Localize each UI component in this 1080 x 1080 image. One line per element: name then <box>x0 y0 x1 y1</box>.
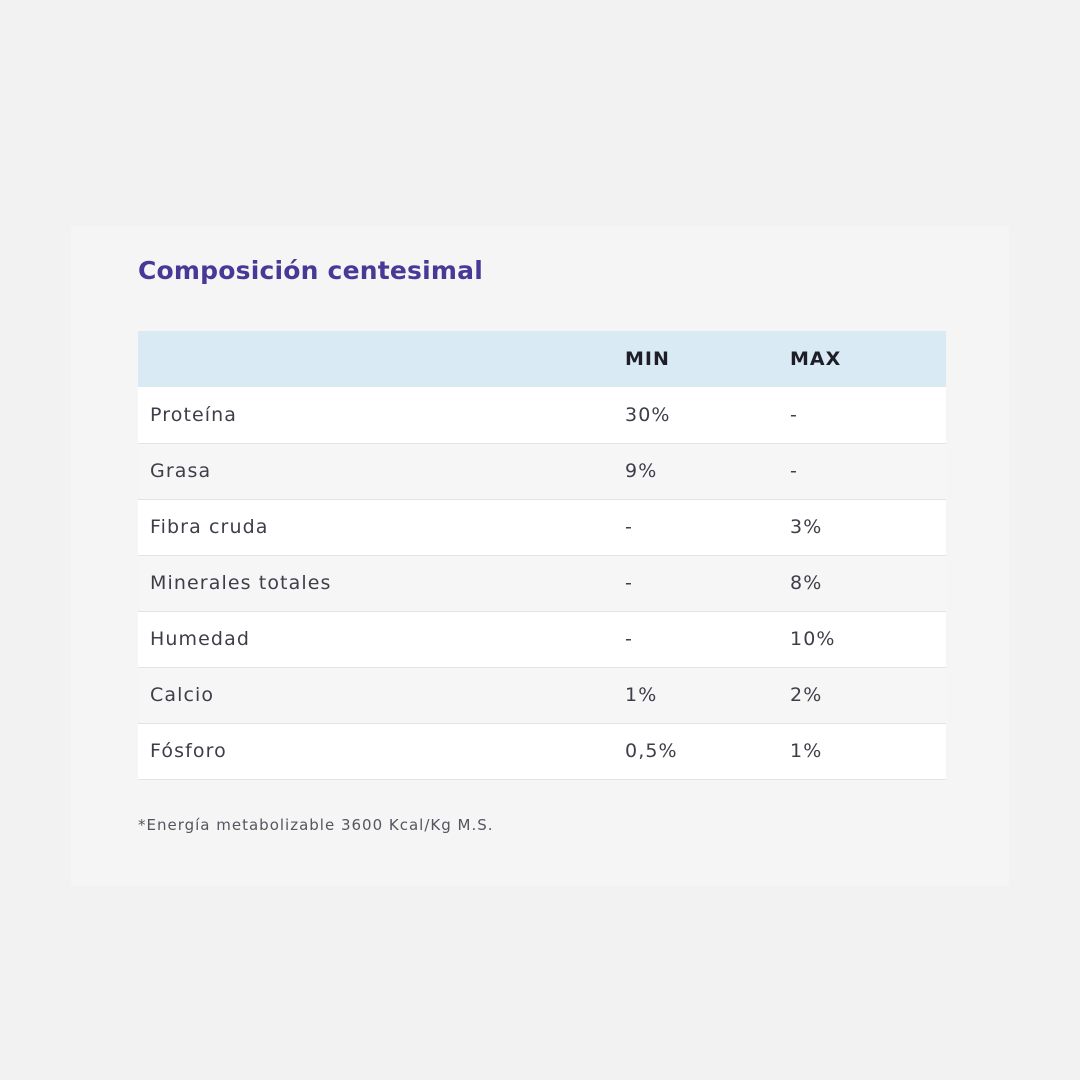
column-header-min: MIN <box>625 348 670 370</box>
table-row: Fibra cruda - 3% <box>138 499 946 555</box>
nutrient-name: Humedad <box>150 628 250 650</box>
table-row: Humedad - 10% <box>138 611 946 667</box>
min-value: - <box>625 516 633 538</box>
table-row: Minerales totales - 8% <box>138 555 946 611</box>
min-value: 9% <box>625 460 658 482</box>
card-title: Composición centesimal <box>138 256 483 285</box>
nutrient-name: Minerales totales <box>150 572 332 594</box>
max-value: - <box>790 460 798 482</box>
nutrient-name: Calcio <box>150 684 215 706</box>
min-value: 30% <box>625 403 671 426</box>
min-value: 1% <box>625 684 658 706</box>
max-value: 1% <box>790 740 823 762</box>
composition-card: Composición centesimal MIN MAX Proteína … <box>71 226 1009 886</box>
table-row: Fósforo 0,5% 1% <box>138 723 946 779</box>
table-row: Grasa 9% - <box>138 443 946 499</box>
min-value: 0,5% <box>625 740 678 762</box>
nutrient-name: Fibra cruda <box>150 516 269 538</box>
max-value: 2% <box>790 684 823 706</box>
column-header-nutrient <box>138 331 613 387</box>
max-value: - <box>790 403 798 426</box>
table-row: Proteína 30% - <box>138 387 946 443</box>
nutrient-name: Proteína <box>150 403 238 426</box>
table-row: Calcio 1% 2% <box>138 667 946 723</box>
column-header-max: MAX <box>790 348 842 370</box>
nutrient-name: Fósforo <box>150 740 227 762</box>
max-value: 3% <box>790 516 823 538</box>
max-value: 8% <box>790 572 823 594</box>
composition-table: MIN MAX Proteína 30% - Grasa 9% - Fibra … <box>138 331 946 780</box>
table-header-row: MIN MAX <box>138 331 946 387</box>
min-value: - <box>625 572 633 594</box>
min-value: - <box>625 628 633 650</box>
max-value: 10% <box>790 628 836 650</box>
nutrient-name: Grasa <box>150 460 212 482</box>
energy-footnote: *Energía metabolizable 3600 Kcal/Kg M.S. <box>138 816 494 834</box>
